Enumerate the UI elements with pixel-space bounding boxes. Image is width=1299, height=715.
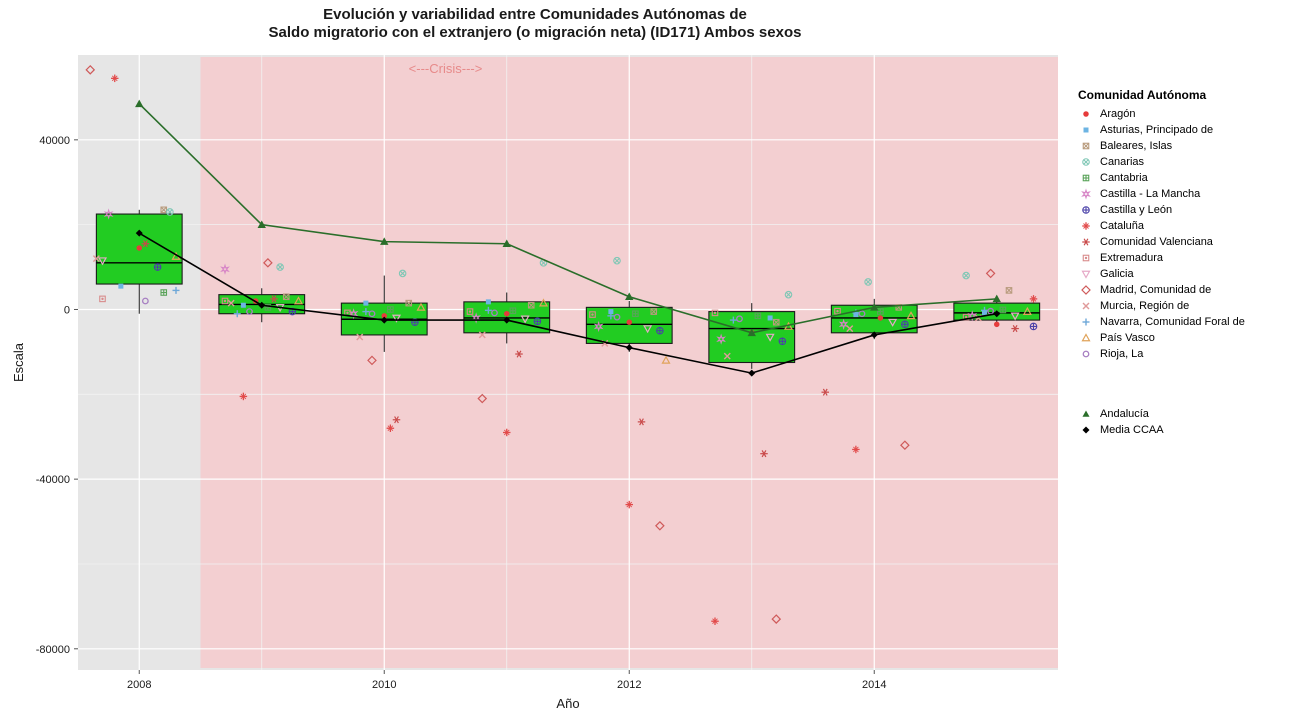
legend-item: Baleares, Islas — [1078, 140, 1245, 152]
crisis-label: <---Crisis---> — [409, 61, 483, 76]
legend-item: Cataluña — [1078, 220, 1245, 232]
legend-label: Comunidad Valenciana — [1100, 236, 1213, 248]
legend-label: Madrid, Comunidad de — [1100, 284, 1211, 296]
legend-label: Murcia, Región de — [1100, 300, 1189, 312]
legend-label: Extremadura — [1100, 252, 1163, 264]
y-tick-label: -80000 — [36, 644, 70, 656]
legend-label: Navarra, Comunidad Foral de — [1100, 316, 1245, 328]
legend-item: Navarra, Comunidad Foral de — [1078, 316, 1245, 328]
legend-swatch-icon — [1078, 188, 1094, 200]
legend-label: Galicia — [1100, 268, 1134, 280]
legend-item: Murcia, Región de — [1078, 300, 1245, 312]
scatter-point — [137, 245, 143, 251]
legend-item: Comunidad Valenciana — [1078, 236, 1245, 248]
scatter-point — [154, 264, 161, 271]
legend-item: Madrid, Comunidad de — [1078, 284, 1245, 296]
y-axis-label: Escala — [11, 342, 26, 382]
scatter-point — [853, 312, 858, 317]
legend-label: Asturias, Principado de — [1100, 124, 1213, 136]
x-tick-label: 2010 — [372, 679, 396, 691]
scatter-point — [1030, 323, 1037, 330]
scatter-point — [878, 315, 884, 321]
y-tick-label: -40000 — [36, 474, 70, 486]
legend-label: Andalucía — [1100, 408, 1149, 420]
legend-swatch-icon — [1078, 284, 1094, 296]
scatter-point — [768, 315, 773, 320]
legend-title: Comunidad Autónoma — [1078, 88, 1245, 102]
chart-svg: <---Crisis---> 2008 2010 2012 2014 -80000 -400… — [0, 0, 1068, 715]
legend-item: Cantabria — [1078, 172, 1245, 184]
y-tick-label: 0 — [64, 304, 70, 316]
scatter-point — [982, 310, 987, 315]
legend-item: Media CCAA — [1078, 424, 1245, 436]
legend-item: Rioja, La — [1078, 348, 1245, 360]
x-tick-label: 2012 — [617, 679, 641, 691]
scatter-point — [241, 303, 246, 308]
legend-swatch-icon — [1078, 252, 1094, 264]
legend-label: Castilla - La Mancha — [1100, 188, 1200, 200]
legend-swatch-icon — [1078, 348, 1094, 360]
legend-item: Galicia — [1078, 268, 1245, 280]
scatter-point — [994, 322, 1000, 328]
legend-item: Canarias — [1078, 156, 1245, 168]
legend-label: Cantabria — [1100, 172, 1148, 184]
x-tick-label: 2014 — [862, 679, 886, 691]
scatter-point — [779, 338, 786, 345]
legend-label: Media CCAA — [1100, 424, 1164, 436]
scatter-point — [486, 299, 491, 304]
legend-swatch-icon — [1078, 204, 1094, 216]
legend-swatch-icon — [1078, 108, 1094, 120]
legend-swatch-icon — [1078, 156, 1094, 168]
legend-swatch-icon — [1078, 124, 1094, 136]
legend-item: Aragón — [1078, 108, 1245, 120]
legend-swatch-icon — [1078, 424, 1094, 436]
scatter-point — [657, 327, 664, 334]
legend-label: Rioja, La — [1100, 348, 1143, 360]
legend-swatch-icon — [1078, 408, 1094, 420]
legend-item: Asturias, Principado de — [1078, 124, 1245, 136]
x-axis-label: Año — [556, 696, 579, 711]
y-tick-label: 40000 — [39, 135, 70, 147]
scatter-point — [118, 284, 123, 289]
scatter-point — [504, 311, 510, 317]
legend-swatch-icon — [1078, 140, 1094, 152]
legend-label: Cataluña — [1100, 220, 1144, 232]
legend-label: Aragón — [1100, 108, 1135, 120]
legend-swatch-icon — [1078, 300, 1094, 312]
legend-item: Castilla y León — [1078, 204, 1245, 216]
legend-swatch-icon — [1078, 236, 1094, 248]
legend-label: País Vasco — [1100, 332, 1155, 344]
scatter-point — [902, 321, 909, 328]
legend-swatch-icon — [1078, 268, 1094, 280]
legend-label: Baleares, Islas — [1100, 140, 1172, 152]
legend-swatch-icon — [1078, 332, 1094, 344]
legend-item: Andalucía — [1078, 408, 1245, 420]
legend: Comunidad Autónoma Aragón Asturias, Princi… — [1078, 88, 1245, 440]
legend-item: Extremadura — [1078, 252, 1245, 264]
legend-swatch-icon — [1078, 220, 1094, 232]
legend-swatch-icon — [1078, 172, 1094, 184]
scatter-point — [363, 301, 368, 306]
scatter-point — [608, 309, 613, 314]
x-tick-label: 2008 — [127, 679, 151, 691]
legend-swatch-icon — [1078, 316, 1094, 328]
legend-label: Canarias — [1100, 156, 1144, 168]
legend-item: Castilla - La Mancha — [1078, 188, 1245, 200]
scatter-point — [534, 318, 541, 325]
legend-label: Castilla y León — [1100, 204, 1172, 216]
scatter-point — [627, 319, 633, 325]
legend-item: País Vasco — [1078, 332, 1245, 344]
